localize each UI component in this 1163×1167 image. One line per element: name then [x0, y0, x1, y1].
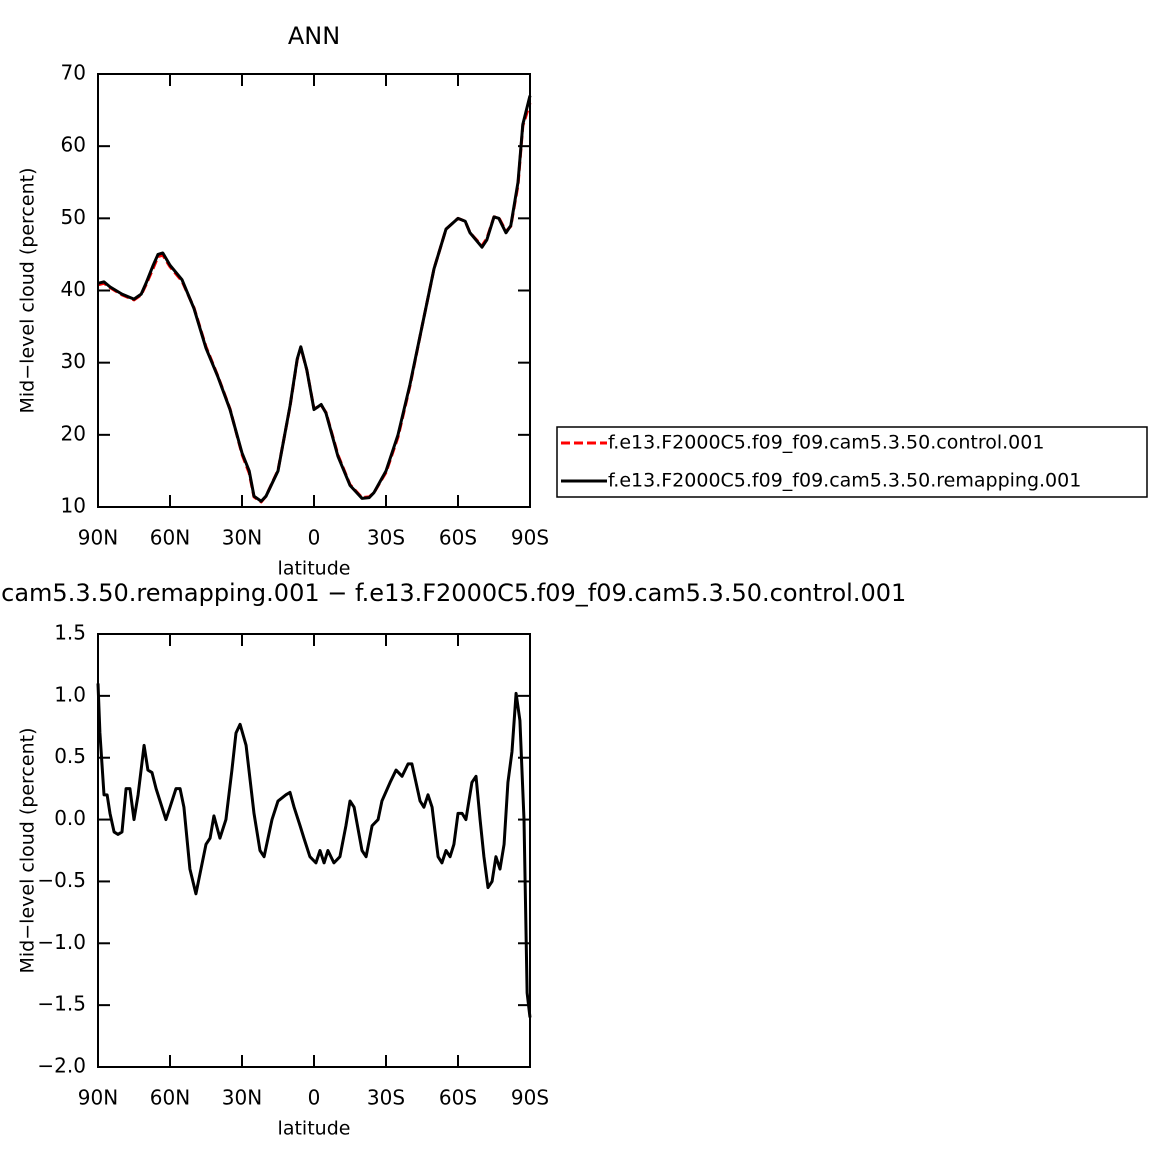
x-tick-label: 0 [308, 526, 321, 550]
y-tick-label: 20 [61, 421, 86, 445]
x-tick-label: 90N [78, 526, 118, 550]
y-tick-label: 1.0 [54, 682, 86, 706]
x-tick-label: 90S [511, 526, 549, 550]
y-tick-label: −1.5 [37, 992, 86, 1016]
y-tick-label: 0.0 [54, 806, 86, 830]
x-tick-label: 60S [439, 526, 477, 550]
data-line [97, 95, 532, 503]
data-line [96, 683, 532, 1018]
y-tick-label: 40 [61, 277, 86, 301]
y-tick-label: 1.5 [54, 621, 86, 645]
x-tick-label: 60N [150, 526, 190, 550]
y-tick-label: 30 [61, 349, 86, 373]
x-tick-label: 60N [150, 1086, 190, 1110]
y-axis-label: Mid−level cloud (percent) [17, 168, 39, 414]
y-tick-label: −0.5 [37, 868, 86, 892]
y-axis-label-clip: Mid−level cloud (percent) [17, 728, 39, 974]
data-line [97, 102, 532, 504]
x-tick-label: 30S [367, 526, 405, 550]
legend-label: f.e13.F2000C5.f09_f09.cam5.3.50.control.… [608, 432, 1044, 454]
y-tick-label: 60 [61, 133, 86, 157]
x-tick-label: 30N [222, 526, 262, 550]
x-tick-label: 0 [308, 1086, 321, 1110]
y-tick-label: −2.0 [37, 1054, 86, 1078]
x-tick-label: 30S [367, 1086, 405, 1110]
y-tick-label: −1.0 [37, 930, 86, 954]
x-tick-label: 60S [439, 1086, 477, 1110]
x-tick-label: 30N [222, 1086, 262, 1110]
chart-title: f.e13.F2000C5.f09_f09.cam5.3.50.remappin… [0, 579, 906, 607]
x-axis-label: latitude [278, 558, 351, 580]
y-tick-label: 50 [61, 205, 86, 229]
y-axis-label: Mid−level cloud (percent) [17, 728, 39, 974]
x-axis-label: latitude [278, 1118, 351, 1140]
y-tick-label: 10 [61, 494, 86, 518]
plot-frame [97, 73, 531, 508]
legend-box [556, 426, 1148, 498]
x-tick-label: 90S [511, 1086, 549, 1110]
plot-frame [97, 633, 531, 1068]
x-tick-label: 90N [78, 1086, 118, 1110]
y-tick-label: 0.5 [54, 744, 86, 768]
chart-title: ANN [288, 22, 340, 50]
legend-label: f.e13.F2000C5.f09_f09.cam5.3.50.remappin… [608, 470, 1081, 492]
y-tick-label: 70 [61, 61, 86, 85]
